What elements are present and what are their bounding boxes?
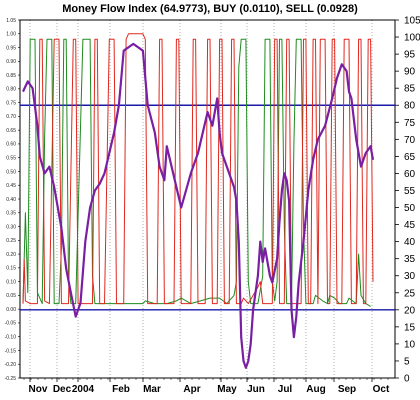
right-tick-label: 60 [404,169,416,180]
right-tick-label: 15 [404,322,416,333]
right-tick-label: 30 [404,271,416,282]
left-tick-label: 0.65 [6,128,16,134]
right-tick-label: 95 [404,50,416,61]
x-tick-label: Dec [53,384,72,395]
right-tick-label: 70 [404,135,416,146]
left-tick-label: 0.50 [6,169,16,175]
right-tick-label: 100 [404,33,420,44]
x-tick-label: Aug [306,384,325,395]
x-tick-label: Jul [278,384,293,395]
left-tick-label: 0.25 [6,238,16,244]
right-tick-label: 5 [404,356,410,367]
left-tick-label: 0.15 [6,266,16,272]
x-tick-label: Mar [143,384,161,395]
right-tick-label: 35 [404,254,416,265]
x-axis: Nov Dec 2004 Feb Mar Apr May Jun Jul Aug Sep Oct [23,378,390,395]
x-tick-label: Oct [373,384,390,395]
left-tick-label: 0.55 [6,155,16,161]
x-tick-label: May [217,384,237,395]
series-layer [22,33,375,369]
right-tick-label: 25 [404,288,416,299]
left-tick-label: 0.30 [6,224,16,230]
left-tick-label: -0.10 [5,334,17,340]
right-tick-label: 55 [404,186,416,197]
left-tick-label: 0.20 [6,252,16,258]
x-tick-label: Sep [338,384,356,395]
left-tick-label: 0.60 [6,142,16,148]
left-tick-label: 1.00 [6,32,16,38]
x-tick-label: Apr [183,384,200,395]
right-tick-label: 10 [404,339,416,350]
right-tick-label: 65 [404,152,416,163]
series-line-sell [22,33,374,305]
right-tick-label: 45 [404,220,416,231]
chart-title: Money Flow Index (64.9773), BUY (0.0110)… [62,3,358,15]
right-tick-label: 75 [404,118,416,129]
right-axis: 0 5 10 15 20 25 30 35 40 45 50 55 60 65 70 75 80 85 90 95 10… [395,16,420,385]
right-tick-label: 80 [404,101,416,112]
right-tick-label: 90 [404,67,416,78]
left-tick-label: 0.70 [6,114,16,120]
right-tick-label: 105 [404,16,420,27]
left-tick-label: -0.15 [5,348,17,354]
x-tick-label: Jun [247,384,265,395]
right-tick-label: 50 [404,203,416,214]
grid-layer [29,20,373,378]
left-tick-label: 0.45 [6,183,16,189]
left-tick-label: 0.05 [6,293,16,299]
left-tick-label: 0.95 [6,45,16,51]
right-tick-label: 40 [404,237,416,248]
left-tick-label: -0.25 [5,376,17,382]
right-tick-label: 0 [404,374,410,385]
left-tick-label: 0.80 [6,87,16,93]
x-tick-label: Feb [112,384,130,395]
left-tick-label: 0.85 [6,73,16,79]
left-tick-label: 0.75 [6,100,16,106]
x-tick-label: 2004 [72,384,95,395]
left-tick-label: 0.35 [6,211,16,217]
series-line-money-flow-index [22,42,375,369]
left-tick-label: 1.05 [6,18,16,24]
left-tick-label: -0.05 [5,321,17,327]
left-tick-label: -0.20 [5,362,17,368]
left-tick-label: 0.00 [6,307,16,313]
left-tick-label: 0.90 [6,59,16,65]
left-axis: -0.25 -0.20 -0.15 -0.10 -0.05 0.00 0.05 0.10 0.1… [5,18,20,382]
right-tick-label: 20 [404,305,416,316]
left-tick-label: 0.10 [6,279,16,285]
right-tick-label: 85 [404,84,416,95]
left-tick-label: 0.40 [6,197,16,203]
x-tick-label: Nov [29,384,48,395]
